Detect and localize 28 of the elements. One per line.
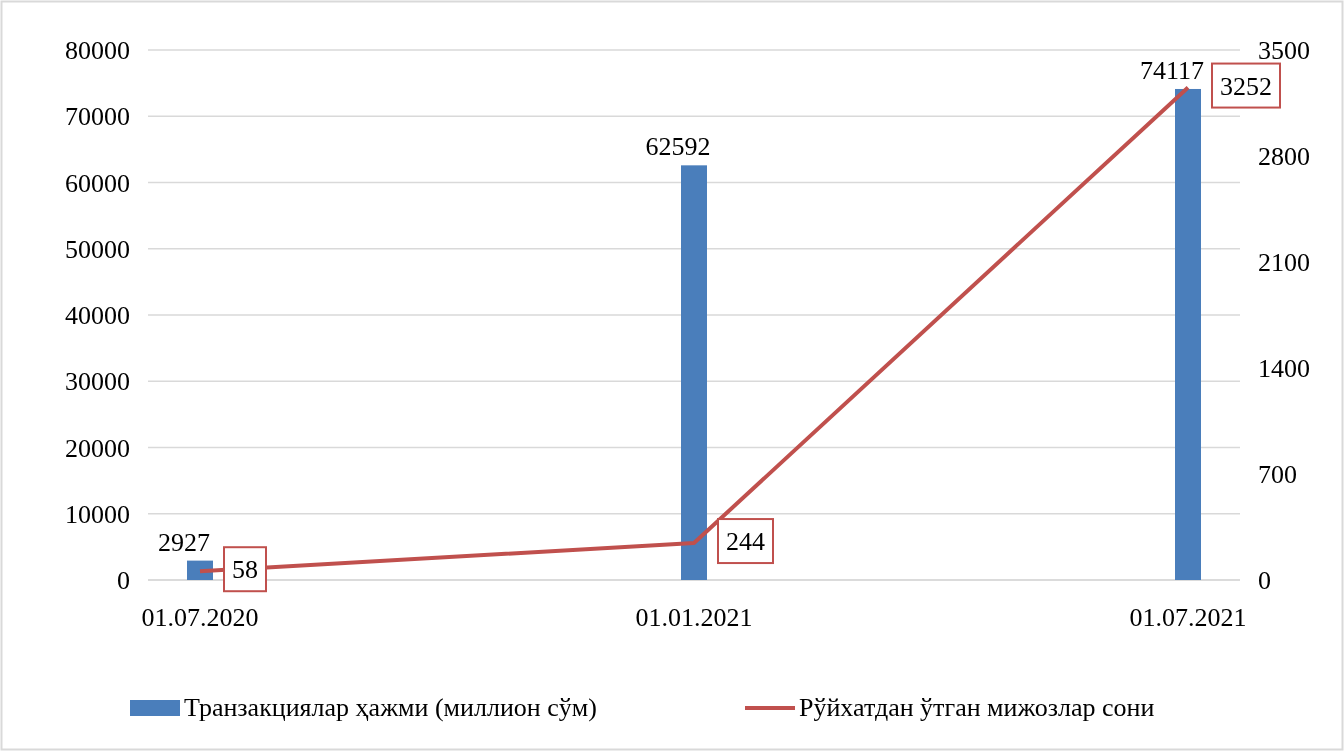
data-label: 62592 — [645, 132, 711, 162]
y2-tick-label: 2800 — [1258, 142, 1310, 171]
y-tick-label: 50000 — [65, 234, 130, 264]
y-tick-label: 60000 — [65, 168, 130, 198]
data-label: 244 — [726, 527, 765, 557]
data-label: 74117 — [1139, 55, 1205, 85]
y-tick-label: 20000 — [65, 433, 130, 463]
y2-tick-label: 2100 — [1258, 248, 1310, 277]
y2-tick-label: 3500 — [1258, 36, 1310, 65]
y-tick-label: 0 — [117, 566, 130, 595]
x-tick-label: 01.07.2021 — [1129, 603, 1247, 632]
y-tick-label: 80000 — [65, 36, 130, 65]
bar — [1175, 88, 1201, 580]
x-tick-label: 01.07.2020 — [141, 603, 259, 632]
y-tick-label: 40000 — [65, 301, 130, 330]
y-tick-label: 30000 — [65, 367, 130, 397]
y2-tick-label: 700 — [1258, 460, 1297, 489]
y-tick-label: 70000 — [65, 102, 130, 132]
x-tick-label: 01.01.2021 — [635, 603, 753, 632]
data-label: 58 — [232, 555, 258, 585]
bar — [681, 165, 707, 580]
y2-tick-label: 1400 — [1258, 354, 1310, 383]
legend-label: Рўйхатдан ўтган мижозлар сони — [799, 693, 1155, 722]
y-tick-label: 10000 — [65, 499, 130, 529]
data-label: 3252 — [1220, 71, 1272, 101]
legend-label: Транзакциялар ҳажми (миллион сўм) — [184, 693, 597, 722]
y2-tick-label: 0 — [1258, 566, 1271, 595]
data-label: 2927 — [158, 527, 210, 557]
